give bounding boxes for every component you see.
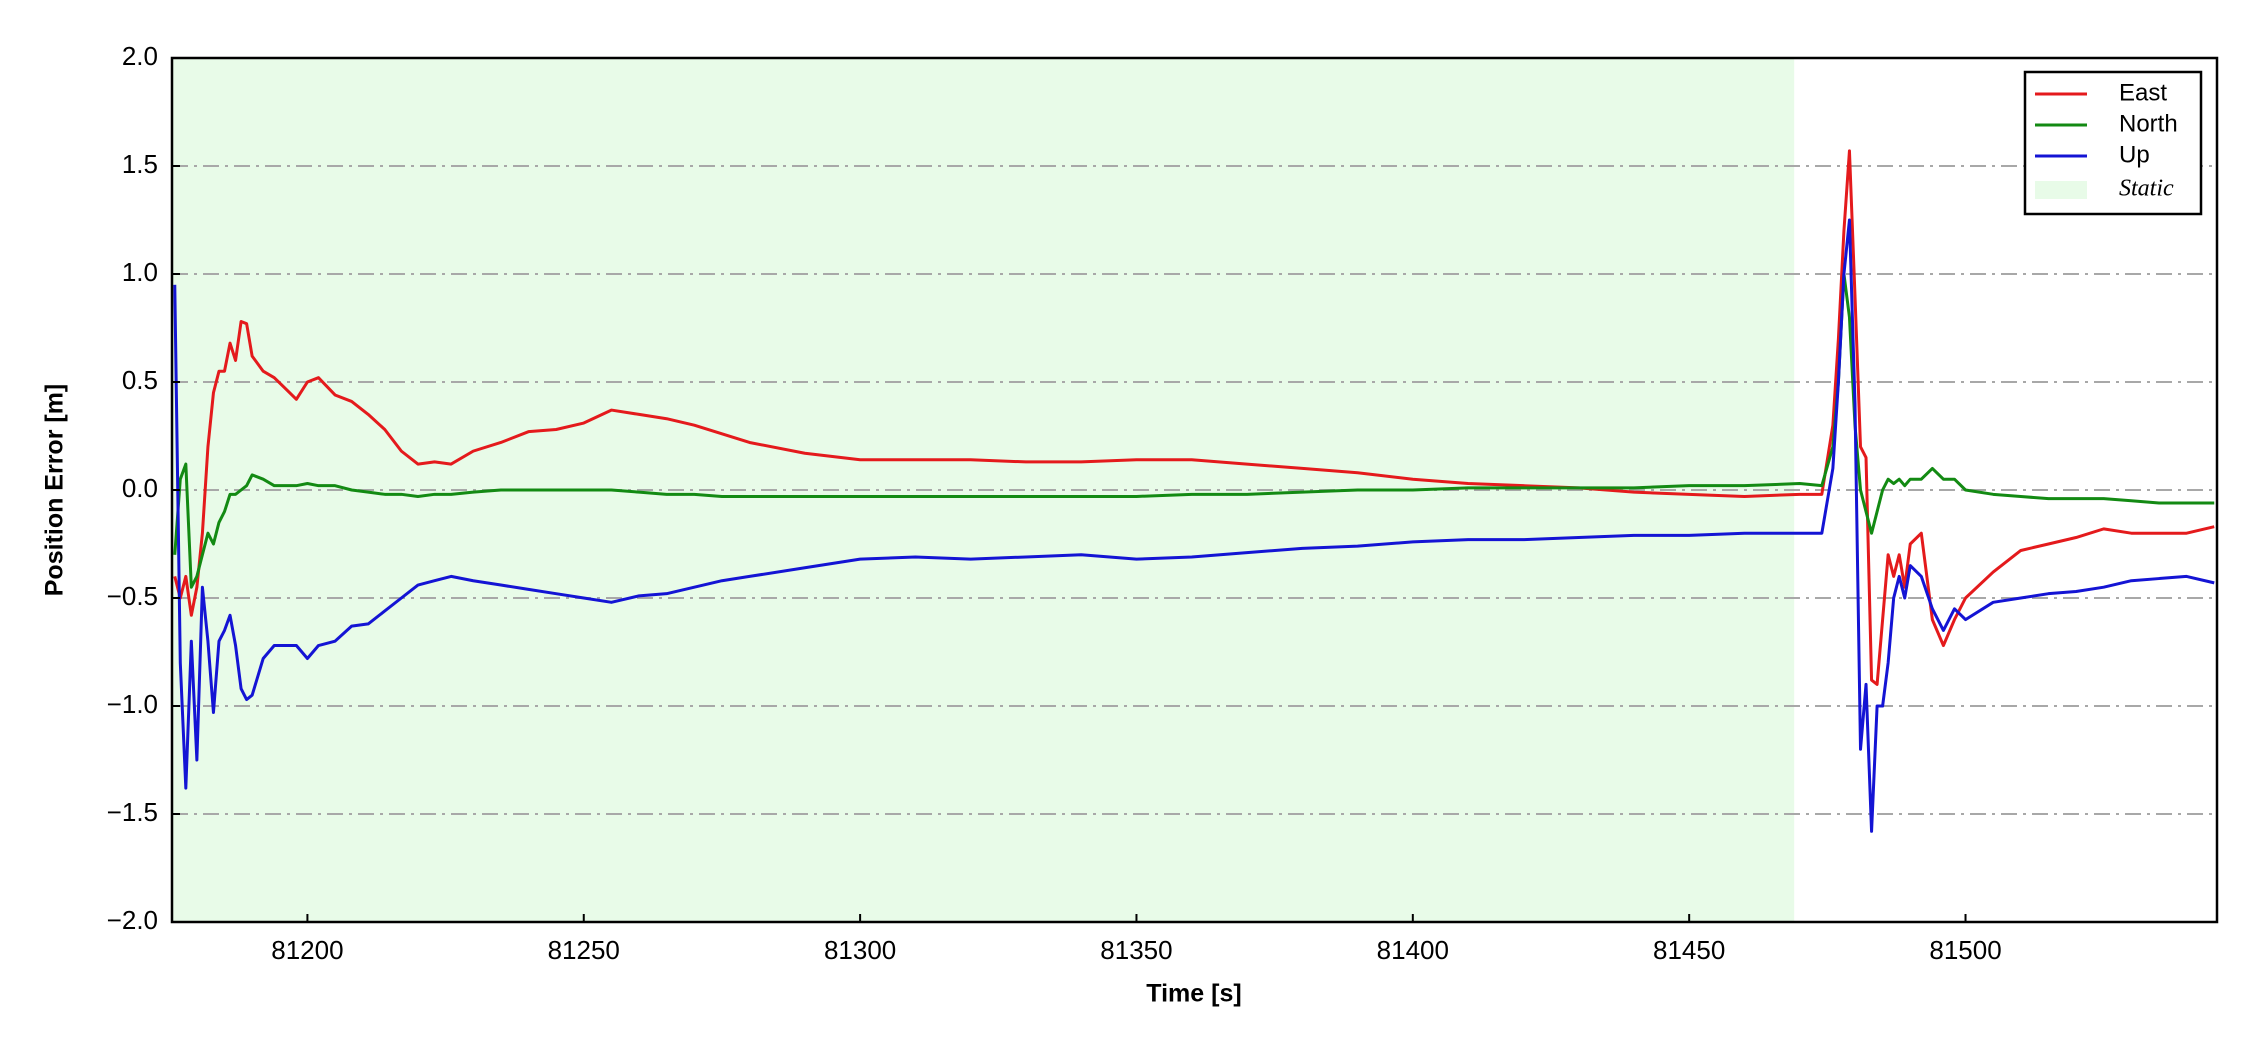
y-tick-label: 0.0 bbox=[122, 473, 158, 503]
x-tick-label: 81450 bbox=[1653, 935, 1725, 965]
x-tick-label: 81250 bbox=[548, 935, 620, 965]
legend-label: Static bbox=[2119, 176, 2174, 202]
x-axis-label: Time [s] bbox=[1146, 980, 1241, 1008]
x-tick-label: 81200 bbox=[271, 935, 343, 965]
y-tick-label: 1.5 bbox=[122, 149, 158, 179]
series-line bbox=[173, 149, 2215, 686]
y-tick-label: −2.0 bbox=[107, 905, 158, 935]
legend-label: North bbox=[2119, 110, 2178, 137]
x-tick-label: 81350 bbox=[1100, 935, 1172, 965]
y-tick-label: −1.5 bbox=[107, 797, 158, 827]
y-axis-label: Position Error [m] bbox=[41, 384, 69, 597]
line-layer bbox=[173, 149, 2215, 833]
legend-label: Up bbox=[2119, 141, 2150, 168]
y-tick-label: 2.0 bbox=[122, 41, 158, 71]
legend: East North Up Static bbox=[2023, 70, 2203, 216]
y-tick-label: 0.5 bbox=[122, 365, 158, 395]
legend-swatch bbox=[2035, 181, 2087, 199]
series-line bbox=[173, 272, 2215, 589]
y-tick-label: −1.0 bbox=[107, 689, 158, 719]
x-tick-label: 81400 bbox=[1377, 935, 1449, 965]
legend-label: East bbox=[2119, 79, 2167, 106]
series-line bbox=[173, 218, 2215, 833]
tick-layer: −2.0 −1.5 −1.0 −0.5 0.0 0.5 1.0 1.5 2.0 81200 8125… bbox=[107, 41, 2002, 965]
x-tick-label: 81500 bbox=[1929, 935, 2001, 965]
x-tick-label: 81300 bbox=[824, 935, 896, 965]
y-tick-label: −0.5 bbox=[107, 581, 158, 611]
y-tick-label: 1.0 bbox=[122, 257, 158, 287]
